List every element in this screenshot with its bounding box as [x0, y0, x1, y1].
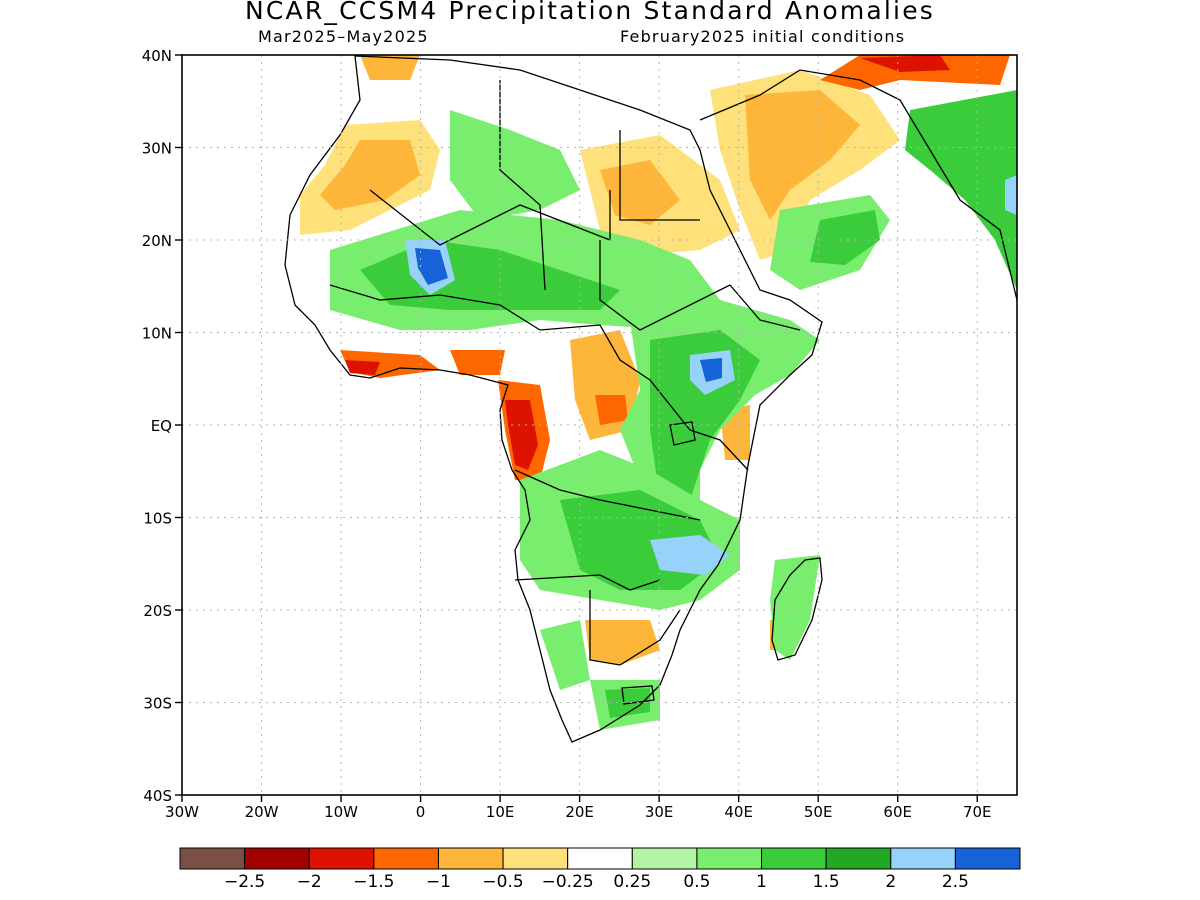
latitude-labels: 40N 30N 20N 10N EQ 10S 20S 30S 40S: [142, 47, 172, 805]
lon-tick-label: 70E: [963, 803, 992, 821]
lon-tick-label: 20W: [245, 803, 279, 821]
border-sahel: [329, 284, 541, 331]
colorbar-swatch: [890, 847, 956, 870]
madagascar-coastline: [771, 557, 823, 661]
lon-tick-label: 10E: [486, 803, 515, 821]
colorbar-swatch: [631, 847, 698, 870]
colorbar-label: 0.25: [613, 872, 651, 892]
border-libya: [619, 130, 700, 221]
colorbar-swatch: [761, 847, 827, 870]
colorbar-swatch: [825, 847, 892, 870]
colorbar-label: −2.5: [224, 872, 265, 892]
border-angola: [514, 574, 661, 591]
forecast-period: Mar2025–May2025: [258, 27, 429, 46]
lat-tick-label: EQ: [151, 417, 172, 435]
lat-tick-label: 40S: [143, 787, 172, 805]
map-title: NCAR_CCSM4 Precipitation Standard Anomal…: [244, 0, 936, 25]
colorbar-swatch: [567, 847, 633, 870]
lat-tick-label: 10N: [142, 325, 172, 343]
lon-tick-label: 30E: [645, 803, 674, 821]
border-horn: [729, 284, 801, 331]
colorbar-label: 1: [756, 872, 767, 892]
colorbar-label: 1.5: [813, 872, 840, 892]
wet-anomaly-india-blue: [1005, 175, 1017, 215]
border-south: [589, 590, 681, 666]
lake-victoria: [669, 421, 696, 446]
lon-tick-label: 50E: [804, 803, 833, 821]
dry-anomaly-gabon-core: [505, 400, 538, 470]
colorbar-swatch: [696, 847, 763, 870]
arabia-coastline: [699, 69, 1018, 301]
lat-tick-label: 20N: [142, 232, 172, 250]
colorbar-label: 2: [885, 872, 896, 892]
lat-tick-label: 20S: [143, 602, 172, 620]
colorbar-label: −1.5: [353, 872, 394, 892]
colorbar-label: −2: [297, 872, 322, 892]
dry-anomaly-car-core: [595, 395, 628, 425]
wet-anomaly-sahara: [450, 110, 580, 220]
lon-tick-label: 10W: [324, 803, 358, 821]
colorbar-swatch: [502, 847, 569, 870]
dry-anomaly-nigeria-coast: [450, 350, 505, 375]
lat-tick-label: 10S: [143, 510, 172, 528]
border-central: [539, 324, 691, 431]
lon-tick-label: 30W: [165, 803, 199, 821]
lon-tick-label: 20E: [565, 803, 594, 821]
dry-anomaly-southern-africa: [585, 620, 660, 665]
lon-tick-label: 0: [416, 803, 426, 821]
wet-anomaly-south-africa: [540, 620, 590, 690]
color-bar: −2.5 −2 −1.5 −1 −0.5 −0.25 0.25 0.5 1 1.5 2 2.5: [179, 847, 1021, 892]
dry-anomaly-iran-core: [860, 55, 950, 72]
colorbar-swatch: [244, 847, 310, 870]
wet-anomaly-mozambique-blue: [650, 535, 730, 575]
border-east: [689, 429, 749, 471]
colorbar-label: 0.5: [683, 872, 710, 892]
lat-tick-label: 30N: [142, 140, 172, 158]
border-sudan: [599, 240, 731, 331]
lat-lon-grid: [182, 55, 1017, 795]
dry-anomaly-gulf-core: [345, 360, 380, 375]
lon-tick-label: 60E: [883, 803, 912, 821]
colorbar-swatch: [179, 847, 246, 870]
lat-tick-label: 30S: [143, 695, 172, 713]
dry-anomaly-north-coast: [360, 55, 420, 80]
border-congo: [514, 469, 701, 521]
lat-tick-label: 40N: [142, 47, 172, 65]
dry-anomaly-morocco-core: [320, 140, 420, 210]
colorbar-label: −0.25: [542, 872, 594, 892]
anomaly-field: [285, 55, 1017, 740]
dry-anomaly-iran: [820, 55, 1010, 90]
colorbar-swatch: [437, 847, 504, 870]
dry-anomaly-arabia-core: [745, 90, 860, 220]
wet-anomaly-madagascar: [770, 555, 820, 660]
wet-anomaly-mali-core: [415, 248, 448, 285]
africa-coastline: [284, 55, 823, 743]
longitude-labels: 30W 20W 10W 0 10E 20E 30E 40E 50E 60E 70E: [165, 803, 991, 821]
border-sahara-1: [369, 189, 611, 246]
lake-south: [621, 685, 655, 705]
colorbar-label: 2.5: [942, 872, 969, 892]
axis-ticks: [175, 54, 978, 802]
wet-anomaly-india: [905, 90, 1017, 290]
colorbar-label: −0.5: [482, 872, 523, 892]
lon-tick-label: 40E: [724, 803, 753, 821]
colorbar-swatch: [308, 847, 375, 870]
colorbar-swatch: [373, 847, 439, 870]
colorbar-label: −1: [426, 872, 451, 892]
colorbar-swatch: [954, 847, 1021, 870]
wet-anomaly-ethiopia-core: [700, 358, 722, 382]
wet-anomaly-arabia-south-core: [810, 210, 880, 265]
initial-conditions: February2025 initial conditions: [620, 27, 906, 46]
